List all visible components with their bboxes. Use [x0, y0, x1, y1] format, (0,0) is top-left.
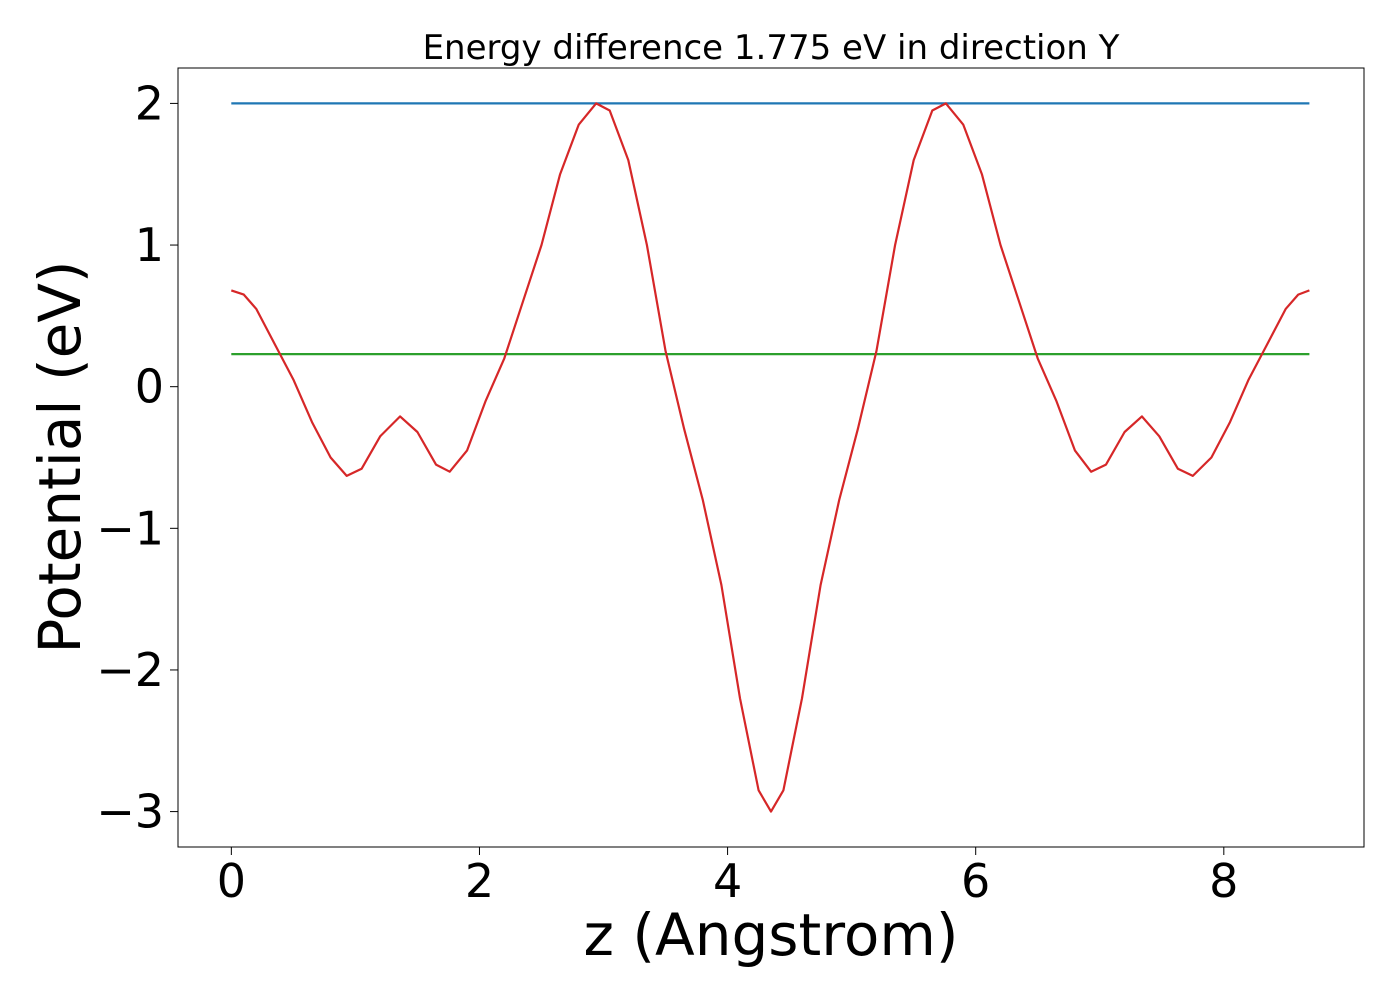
- series-line-2: [230, 102, 1310, 813]
- y-tick-label: −2: [96, 643, 164, 697]
- x-axis: 0 2 4 6 8: [217, 847, 1238, 908]
- x-tick-label: 2: [465, 854, 494, 908]
- x-axis-label: z (Angstrom): [584, 901, 959, 969]
- x-tick-label: 4: [713, 854, 742, 908]
- y-tick-label: −3: [96, 785, 164, 839]
- plot-series: [230, 102, 1310, 813]
- x-tick-label: 8: [1209, 854, 1238, 908]
- x-tick-label: 0: [217, 854, 246, 908]
- x-tick-label: 6: [961, 854, 990, 908]
- y-tick-label: −1: [96, 501, 164, 555]
- chart-title: Energy difference 1.775 eV in direction …: [423, 28, 1120, 68]
- y-tick-label: 1: [135, 218, 164, 272]
- plot-frame: [177, 67, 1365, 848]
- y-tick-label: 2: [135, 76, 164, 130]
- y-axis-label: Potential (eV): [26, 260, 94, 653]
- y-tick-label: 0: [135, 360, 164, 414]
- y-axis: −3 −2 −1 0 1 2: [96, 76, 178, 839]
